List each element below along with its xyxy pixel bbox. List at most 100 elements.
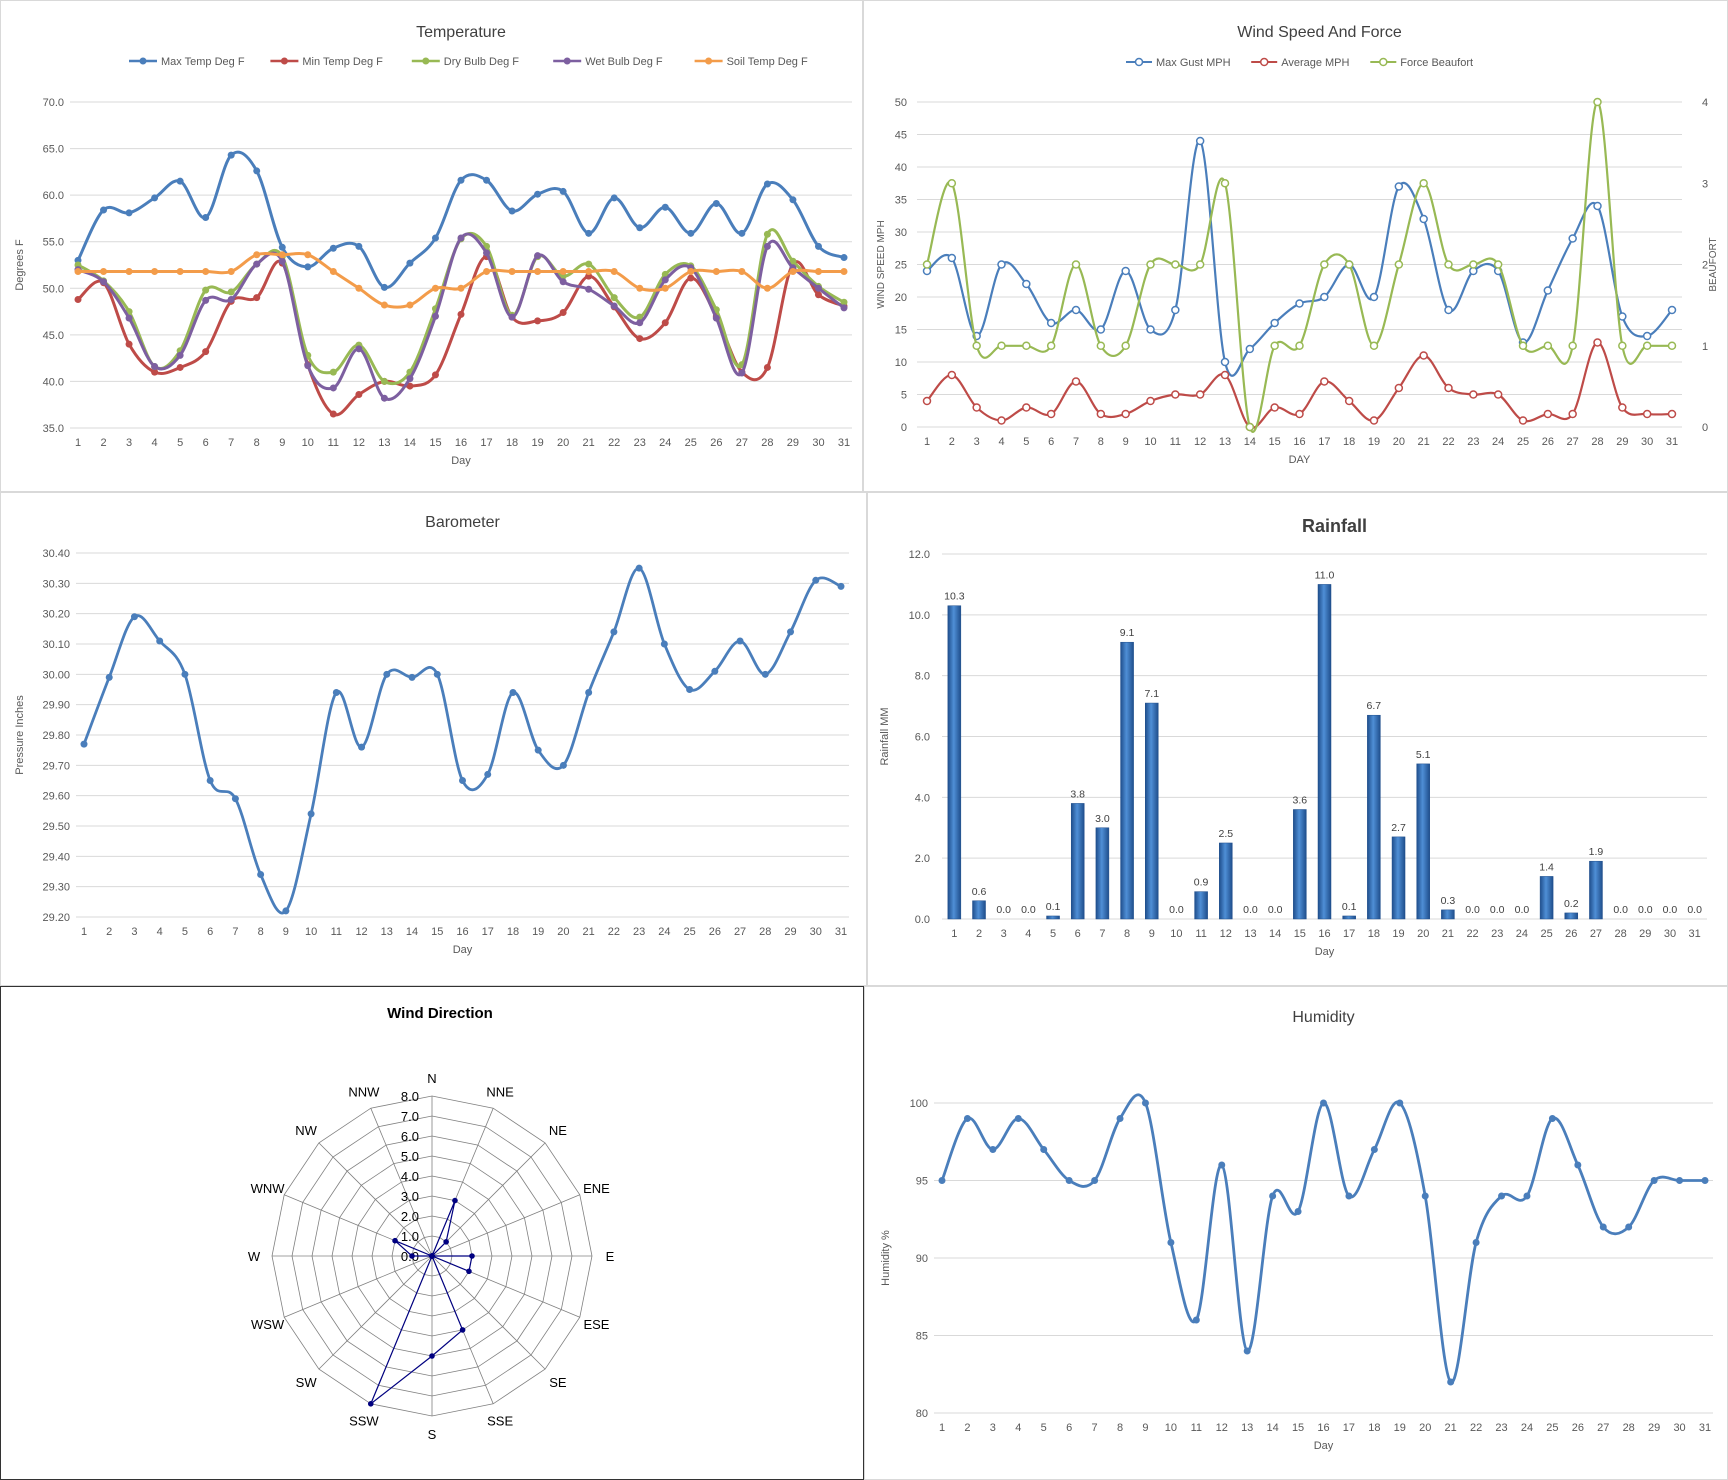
data-label: 10.3: [944, 591, 965, 603]
x-tick-label: 31: [1689, 928, 1701, 940]
y-tick-label: 8.0: [915, 671, 930, 683]
rainfall-bar: [1589, 860, 1603, 920]
x-tick-label: 11: [1170, 436, 1181, 448]
series-line: [925, 100, 1672, 433]
x-tick-label: 27: [1597, 1422, 1609, 1434]
data-point: [1270, 403, 1279, 412]
data-point: [636, 335, 644, 343]
data-point: [508, 268, 516, 276]
x-tick-label: 9: [1123, 436, 1129, 448]
y-tick-label: 15: [895, 325, 907, 337]
radial-tick-label: 2.0: [401, 1209, 419, 1224]
x-tick-label: 12: [1220, 928, 1232, 940]
x-tick-label: 11: [1191, 1422, 1202, 1434]
data-label: 9.1: [1120, 627, 1135, 639]
data-point: [1171, 305, 1180, 315]
x-tick-label: 18: [1368, 1422, 1380, 1434]
data-point: [1220, 357, 1230, 367]
y-tick-label: 95: [916, 1176, 928, 1188]
data-point: [789, 268, 797, 276]
data-point: [761, 670, 769, 678]
x-axis-label: DAY: [1289, 454, 1311, 466]
y-tick-label: 29.80: [42, 730, 70, 742]
x-tick-label: 15: [1294, 928, 1306, 940]
y-axis-label: Humidity %: [880, 1230, 892, 1286]
data-point: [1394, 383, 1404, 393]
rainfall-chart: Rainfall0.02.04.06.08.010.012.0Rainfall …: [879, 516, 1707, 958]
data-point: [1370, 1146, 1378, 1153]
y-tick-label: 5: [901, 390, 907, 402]
rainfall-bar: [1293, 809, 1307, 920]
x-tick-label: 14: [1269, 928, 1281, 940]
x-tick-label: 7: [232, 926, 238, 938]
x-tick-label: 10: [302, 437, 314, 449]
data-point: [534, 252, 542, 260]
data-label: 1.9: [1589, 846, 1604, 858]
data-label: 2.7: [1391, 822, 1406, 834]
rainfall-bar: [1070, 803, 1085, 920]
data-point: [1116, 1115, 1124, 1122]
data-label: 3.8: [1070, 788, 1085, 800]
radar-spoke: [431, 1194, 580, 1257]
radar-spoke: [318, 1142, 433, 1257]
x-tick-label: 21: [1418, 436, 1430, 448]
y-tick-label: 2.0: [915, 853, 930, 865]
x-tick-label: 13: [1219, 436, 1231, 448]
chart-title: Rainfall: [1302, 516, 1367, 536]
x-tick-label: 23: [1491, 928, 1503, 940]
data-point: [202, 268, 210, 276]
data-point: [1071, 260, 1081, 269]
data-point: [1642, 409, 1652, 419]
data-point: [763, 230, 771, 238]
x-tick-label: 31: [835, 926, 847, 938]
x-tick-label: 26: [1542, 436, 1554, 448]
data-point: [1369, 292, 1379, 302]
x-tick-label: 26: [1572, 1422, 1584, 1434]
data-point: [1121, 409, 1130, 419]
y2-tick-label: 2: [1702, 260, 1708, 272]
data-point: [1642, 331, 1652, 341]
data-label: 0.0: [1465, 904, 1480, 916]
x-tick-label: 15: [429, 437, 441, 449]
data-label: 3.6: [1293, 795, 1308, 807]
data-point: [1243, 1347, 1251, 1355]
data-point: [840, 268, 848, 276]
y-axis-label: Pressure Inches: [14, 695, 26, 775]
x-tick-label: 16: [1318, 928, 1330, 940]
data-point: [1091, 1177, 1099, 1184]
data-point: [922, 396, 932, 406]
data-point: [1121, 266, 1130, 276]
x-tick-label: 6: [1075, 928, 1081, 940]
x-axis-label: Day: [453, 944, 473, 956]
data-point: [1548, 1115, 1556, 1122]
x-tick-label: 30: [812, 437, 824, 449]
x-tick-label: 23: [633, 926, 645, 938]
data-point: [559, 187, 567, 195]
data-point: [559, 268, 567, 276]
rainfall-bar: [1342, 915, 1356, 920]
x-tick-label: 22: [608, 926, 620, 938]
data-point: [814, 268, 822, 276]
data-point: [105, 673, 113, 681]
data-point: [989, 1146, 997, 1153]
data-point: [406, 375, 414, 383]
legend-label: Average MPH: [1281, 57, 1349, 69]
x-tick-label: 25: [1546, 1422, 1558, 1434]
data-point: [278, 257, 286, 265]
data-point: [431, 312, 439, 320]
data-point: [585, 285, 593, 293]
data-point: [406, 259, 414, 267]
data-point: [1046, 409, 1056, 419]
legend-marker: [705, 57, 713, 65]
rainfall-bar: [1046, 915, 1060, 920]
x-tick-label: 4: [998, 436, 1004, 448]
data-point: [74, 295, 82, 303]
direction-label: NNE: [486, 1085, 514, 1100]
data-point: [1141, 1099, 1149, 1107]
x-tick-label: 14: [1244, 436, 1256, 448]
y-tick-label: 60.0: [43, 190, 64, 202]
data-point: [176, 177, 184, 185]
data-point: [534, 268, 542, 276]
x-tick-label: 13: [378, 437, 390, 449]
